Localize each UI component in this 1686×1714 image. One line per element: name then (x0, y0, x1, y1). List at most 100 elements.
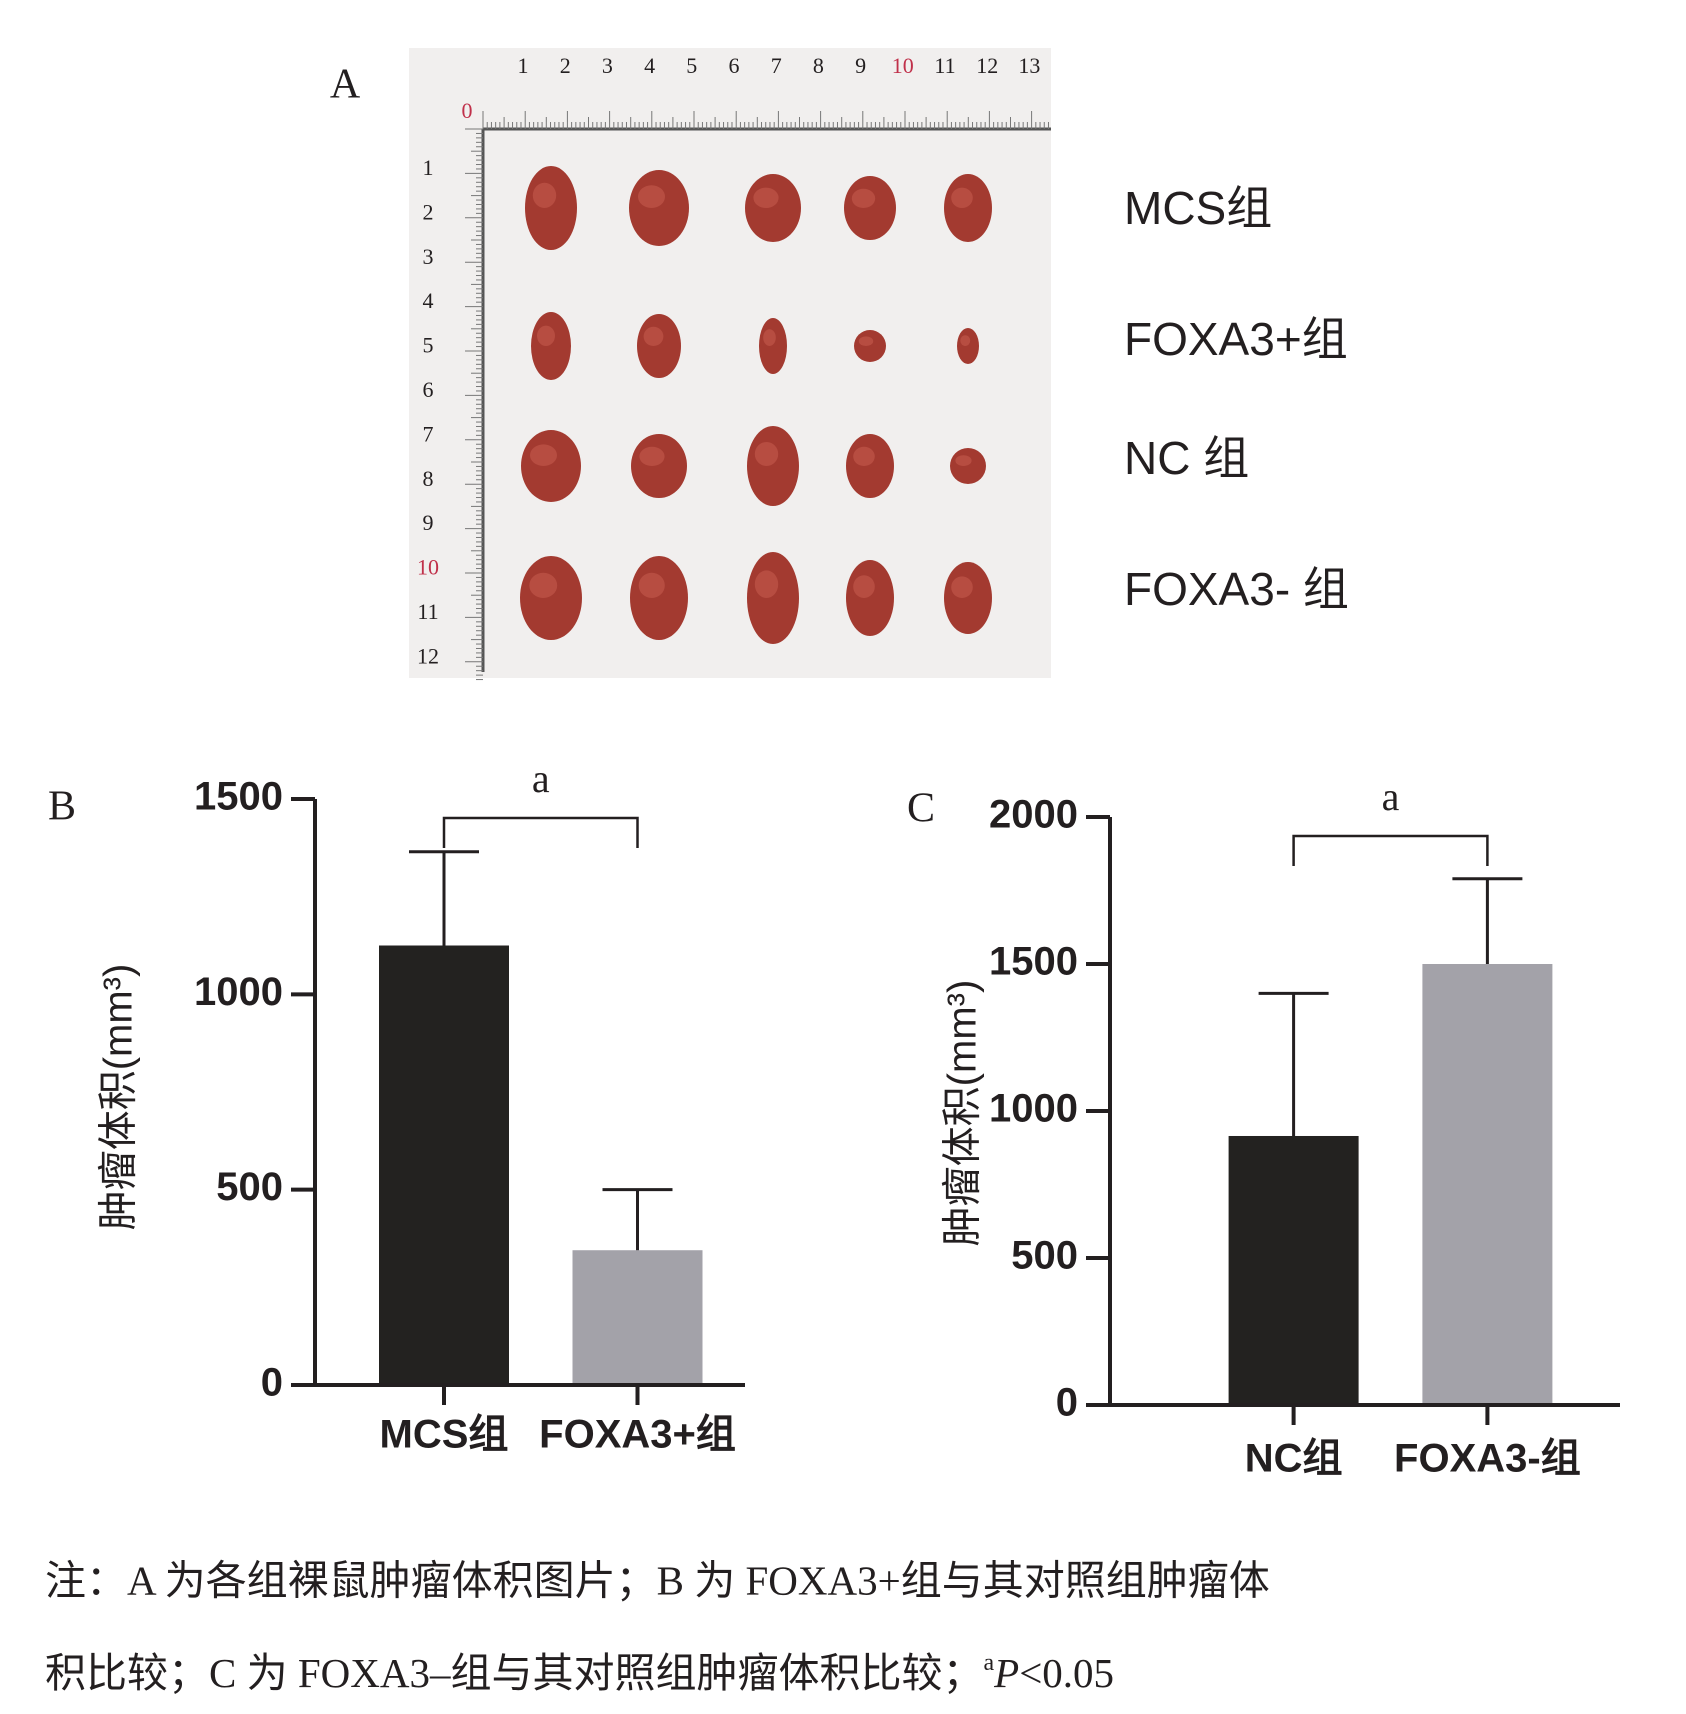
ruler-number: 10 (892, 53, 914, 78)
tumor-highlight (754, 442, 779, 466)
tumor-highlight (537, 325, 555, 346)
ruler-number: 4 (644, 53, 655, 78)
tumor-highlight (851, 188, 876, 208)
ruler-number: 7 (423, 421, 434, 446)
tumor-highlight (853, 446, 875, 466)
tumor (747, 552, 799, 644)
ruler-number: 3 (423, 244, 434, 269)
y-axis-label: 肿瘤体积(mm³) (941, 980, 985, 1247)
tumor-highlight (960, 335, 971, 346)
tumor-highlight (951, 187, 973, 208)
ruler-number: 12 (417, 643, 439, 668)
group-label: FOXA3- 组 (1124, 563, 1349, 615)
significance-label: a (532, 756, 550, 801)
tumor-highlight (529, 572, 558, 599)
y-tick-label: 500 (1011, 1234, 1078, 1278)
ruler-number: 6 (729, 53, 740, 78)
y-tick-label: 0 (1056, 1381, 1078, 1425)
ruler-number: 5 (423, 333, 434, 358)
ruler-number: 2 (560, 53, 571, 78)
tumor-highlight (638, 185, 665, 209)
bar (379, 945, 509, 1385)
group-label: MCS组 (1124, 182, 1272, 234)
tumor-highlight (955, 455, 972, 466)
caption-text: 积比较；C 为 FOXA3–组与其对照组肿瘤体积比较； (45, 1650, 983, 1696)
tumor-highlight (643, 326, 664, 346)
ruler-number: 9 (855, 53, 866, 78)
ruler-number: 8 (813, 53, 824, 78)
x-tick-label: FOXA3+组 (539, 1413, 736, 1457)
ruler-number: 6 (423, 377, 434, 402)
ruler-number: 3 (602, 53, 613, 78)
ruler-number: 7 (771, 53, 782, 78)
ruler-number: 11 (934, 53, 955, 78)
ruler-number: 9 (423, 510, 434, 535)
tumor (944, 562, 992, 634)
ruler-number: 1 (423, 155, 434, 180)
ruler-number: 2 (423, 199, 434, 224)
y-tick-label: 1000 (989, 1087, 1078, 1131)
tumor (854, 330, 886, 362)
tumor-highlight (951, 576, 973, 598)
photo-background (409, 48, 1051, 678)
bar (572, 1250, 703, 1385)
tumor (846, 560, 894, 636)
x-tick-label: FOXA3-组 (1394, 1437, 1581, 1481)
group-label: FOXA3+组 (1124, 313, 1348, 365)
caption: 注：A 为各组裸鼠肿瘤体积图片；B 为 FOXA3+组与其对照组肿瘤体 积比较；… (45, 1557, 1270, 1696)
tumor-highlight (853, 575, 875, 598)
significance-bracket (1292, 834, 1489, 866)
tumor (844, 176, 896, 240)
tumor (520, 556, 582, 640)
tumor (531, 312, 571, 380)
tumor-highlight (639, 446, 665, 466)
tumor (629, 170, 689, 246)
tumor (759, 318, 787, 374)
tumor-highlight (638, 572, 665, 599)
y-tick-label: 1000 (194, 970, 283, 1014)
panel-label: B (48, 784, 76, 830)
caption-threshold: <0.05 (1019, 1650, 1114, 1696)
ruler-number: 4 (423, 288, 434, 313)
ruler-number: 0 (462, 98, 473, 123)
caption-sup: a (983, 1650, 994, 1676)
significance-label: a (1382, 774, 1400, 819)
y-tick-label: 500 (216, 1165, 283, 1209)
caption-line: 注：A 为各组裸鼠肿瘤体积图片；B 为 FOXA3+组与其对照组肿瘤体 (45, 1557, 1270, 1603)
tumor (631, 434, 687, 498)
y-tick-label: 2000 (989, 793, 1078, 837)
y-tick-label: 0 (261, 1361, 283, 1405)
caption-line: 积比较；C 为 FOXA3–组与其对照组肿瘤体积比较；aP<0.05 (45, 1650, 1114, 1697)
ruler-number: 5 (686, 53, 697, 78)
group-label: NC 组 (1124, 432, 1249, 484)
tumor (521, 430, 581, 502)
bar (1228, 1135, 1359, 1405)
tumor (745, 174, 801, 242)
ruler-number: 12 (976, 53, 998, 78)
ruler-number: 1 (518, 53, 529, 78)
ruler-number: 13 (1018, 53, 1040, 78)
bar (1422, 964, 1553, 1405)
tumor (957, 328, 979, 364)
ruler-number: 11 (417, 599, 438, 624)
caption-p: P (993, 1650, 1019, 1696)
tumor (950, 448, 986, 484)
x-tick-label: NC组 (1245, 1437, 1343, 1481)
y-axis-label: 肿瘤体积(mm³) (97, 964, 141, 1231)
ruler-number: 10 (417, 555, 439, 580)
tumor-highlight (532, 182, 557, 208)
tumor (637, 314, 681, 378)
panel-label: C (907, 786, 935, 832)
tumor (525, 166, 577, 250)
significance-bracket (442, 816, 639, 848)
x-tick-label: MCS组 (380, 1413, 509, 1457)
tumor-highlight (858, 336, 874, 347)
tumor-highlight (754, 570, 779, 598)
tumor (944, 174, 992, 242)
tumor (846, 434, 894, 498)
tumor (630, 556, 688, 640)
tumor (747, 426, 799, 506)
ruler-number: 8 (423, 466, 434, 491)
